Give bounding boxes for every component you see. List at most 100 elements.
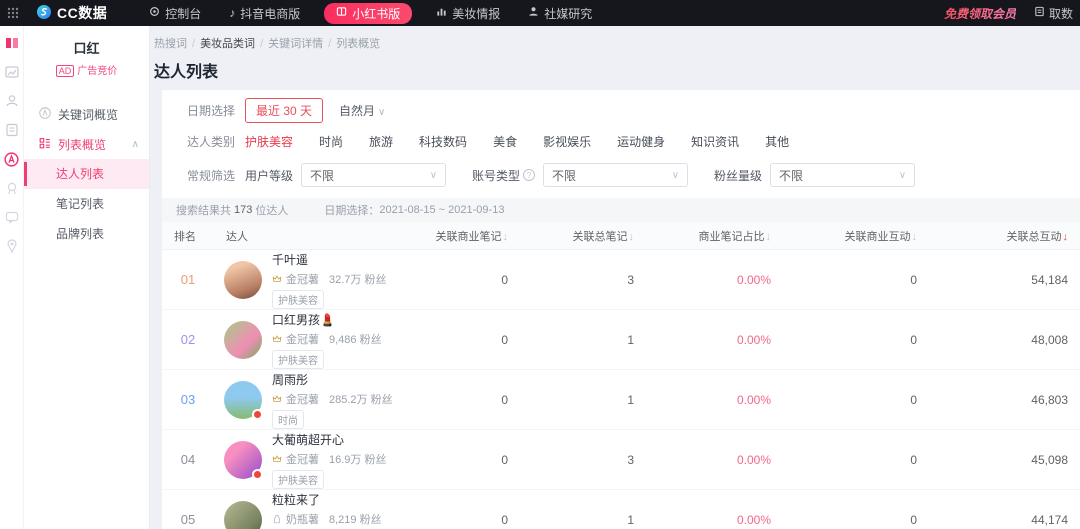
talent-tag: 护肤美容 — [272, 349, 324, 369]
table-row[interactable]: 03 周雨彤 金冠薯 285.2万 粉丝 时尚 0 1 0.00% 0 46,80… — [162, 370, 1080, 430]
col-biz-notes[interactable]: 关联商业笔记↓ — [435, 230, 509, 243]
category-chip[interactable]: 其他 — [765, 134, 790, 149]
icon-rail — [0, 26, 24, 529]
talent-name[interactable]: 粒粒来了 — [272, 492, 321, 507]
talent-name[interactable]: 口红男孩💄 — [272, 312, 335, 327]
biz-ratio-value: 0.00% — [736, 512, 771, 527]
col-biz-engage[interactable]: 关联商业互动↓ — [844, 230, 918, 243]
biz-ratio-value: 0.00% — [736, 272, 771, 287]
fans-level-value: 不限 — [779, 168, 804, 183]
help-question-icon[interactable]: ? — [523, 169, 536, 181]
col-total-engage[interactable]: 关联总互动↓ — [1006, 230, 1069, 243]
category-chip[interactable]: 时尚 — [319, 134, 344, 149]
avatar[interactable] — [224, 260, 262, 299]
free-vip-link[interactable]: 免费领取会员 — [943, 6, 1016, 21]
user-level-group: 用户等级 不限 ∨ — [245, 163, 472, 187]
topnav-right: 免费领取会员 取数 — [944, 5, 1080, 22]
table-row[interactable]: 04 大葡萌超开心 金冠薯 16.9万 粉丝 护肤美容 0 3 0.00% 0 4… — [162, 430, 1080, 490]
natural-month-dropdown[interactable]: 自然月 ∨ — [339, 102, 385, 119]
results-date-range: 2021-08-15 ~ 2021-09-13 — [379, 204, 505, 216]
last-30-days-button[interactable]: 最近 30 天 — [245, 97, 324, 123]
list-grid-icon — [38, 136, 52, 153]
avatar[interactable] — [224, 500, 262, 529]
category-chip[interactable]: 美食 — [493, 134, 518, 149]
sidebar-item-list-overview[interactable]: 列表概览 ∧ — [24, 129, 149, 159]
person-icon — [528, 6, 539, 20]
category-chip[interactable]: 科技数码 — [419, 134, 468, 149]
talent-cell[interactable]: 千叶遥 金冠薯 32.7万 粉丝 护肤美容 — [214, 251, 400, 309]
cc-data-logo[interactable]: CC数据 — [36, 3, 107, 23]
nav-data-fetch[interactable]: 取数 — [1034, 5, 1080, 22]
rail-report-icon[interactable] — [3, 121, 21, 139]
category-chip[interactable]: 护肤美容 — [245, 134, 294, 149]
category-chip[interactable]: 旅游 — [369, 134, 394, 149]
talent-name[interactable]: 周雨彤 — [272, 372, 309, 387]
fans-count: 16.9万 粉丝 — [329, 453, 387, 466]
fans-count: 285.2万 粉丝 — [329, 393, 393, 406]
nav-douyin-ecommerce[interactable]: ♪ 抖音电商版 — [229, 5, 300, 22]
fans-count: 8,219 粉丝 — [329, 513, 382, 526]
biz-notes-value: 0 — [501, 512, 508, 527]
category-chip[interactable]: 影视娱乐 — [543, 134, 592, 149]
rail-gallery-icon[interactable] — [3, 63, 21, 81]
logo-text: CC数据 — [57, 5, 108, 21]
talent-badge: 金冠薯 — [286, 273, 319, 286]
apps-grid-icon[interactable] — [0, 0, 26, 26]
chevron-down-icon: ∨ — [429, 169, 438, 181]
sidebar-item-note-list[interactable]: 笔记列表 — [56, 197, 105, 211]
nav-social-label: 社媒研究 — [544, 6, 593, 21]
talent-cell[interactable]: 大葡萌超开心 金冠薯 16.9万 粉丝 护肤美容 — [214, 431, 400, 489]
sidebar-item-keyword-overview[interactable]: 关键词概览 — [24, 99, 149, 129]
talent-cell[interactable]: 周雨彤 金冠薯 285.2万 粉丝 时尚 — [214, 371, 400, 429]
total-notes-value: 1 — [627, 332, 634, 347]
rail-message-icon[interactable] — [3, 208, 21, 226]
fans-level-select[interactable]: 不限 ∨ — [770, 163, 916, 187]
category-chips: 护肤美容 时尚 旅游 科技数码 美食 影视娱乐 运动健身 知识资讯 其他 — [245, 133, 789, 150]
total-engage-value: 48,008 — [1031, 332, 1068, 347]
verified-badge-icon — [252, 468, 263, 480]
nav-console-label: 控制台 — [165, 6, 202, 21]
avatar[interactable] — [224, 380, 263, 420]
nav-xiaohongshu[interactable]: 小红书版 — [324, 2, 413, 24]
sidebar-item-brand-list[interactable]: 品牌列表 — [56, 227, 105, 241]
chevron-up-icon: ∧ — [131, 138, 139, 150]
category-chip[interactable]: 运动健身 — [617, 134, 666, 149]
nav-social-research[interactable]: 社媒研究 — [528, 5, 592, 22]
col-total-notes[interactable]: 关联总笔记↓ — [572, 230, 635, 243]
sidebar-item-talent-list[interactable]: 达人列表 — [24, 159, 149, 189]
talent-tag: 护肤美容 — [272, 289, 324, 309]
breadcrumb-item[interactable]: 热搜词 — [154, 38, 187, 50]
verified-badge-icon — [252, 408, 263, 420]
talent-tag: 时尚 — [272, 409, 304, 429]
talent-name[interactable]: 千叶遥 — [272, 252, 309, 267]
col-biz-ratio[interactable]: 商业笔记占比↓ — [698, 230, 772, 243]
total-notes-value: 1 — [627, 512, 634, 527]
breadcrumb-item[interactable]: 美妆品类词 — [200, 38, 256, 50]
rail-user-icon[interactable] — [3, 92, 21, 110]
user-level-select[interactable]: 不限 ∨ — [301, 163, 447, 187]
avatar[interactable] — [224, 440, 263, 480]
rail-location-icon[interactable] — [3, 237, 21, 255]
table-row[interactable]: 02 口红男孩💄 金冠薯 9,486 粉丝 护肤美容 0 1 0.00% 0 48… — [162, 310, 1080, 370]
breadcrumb-item[interactable]: 列表概览 — [336, 38, 381, 50]
table-row[interactable]: 01 千叶遥 金冠薯 32.7万 粉丝 护肤美容 0 3 0.00% 0 54,1… — [162, 250, 1080, 310]
rail-talent-search-icon[interactable] — [3, 150, 21, 168]
talent-cell[interactable]: 口红男孩💄 金冠薯 9,486 粉丝 护肤美容 — [214, 311, 400, 369]
table-header: 排名 达人 关联商业笔记↓ 关联总笔记↓ 商业笔记占比↓ 关联商业互动↓ 关联总… — [162, 222, 1080, 250]
category-chip[interactable]: 知识资讯 — [691, 134, 740, 149]
rail-medal-icon[interactable] — [3, 179, 21, 197]
talent-name[interactable]: 大葡萌超开心 — [272, 432, 345, 447]
breadcrumb-item[interactable]: 关键词详情 — [268, 38, 324, 50]
total-engage-value: 45,098 — [1031, 452, 1068, 467]
nav-console[interactable]: 控制台 — [149, 5, 201, 22]
rail-book-icon[interactable] — [3, 34, 21, 52]
document-icon — [1034, 6, 1045, 20]
crown-badge-icon — [272, 334, 282, 342]
biz-notes-value: 0 — [501, 272, 508, 287]
avatar[interactable] — [224, 320, 262, 359]
book-icon — [336, 6, 347, 20]
nav-beauty-intel[interactable]: 美妆情报 — [436, 5, 500, 22]
account-type-select[interactable]: 不限 ∨ — [543, 163, 689, 187]
